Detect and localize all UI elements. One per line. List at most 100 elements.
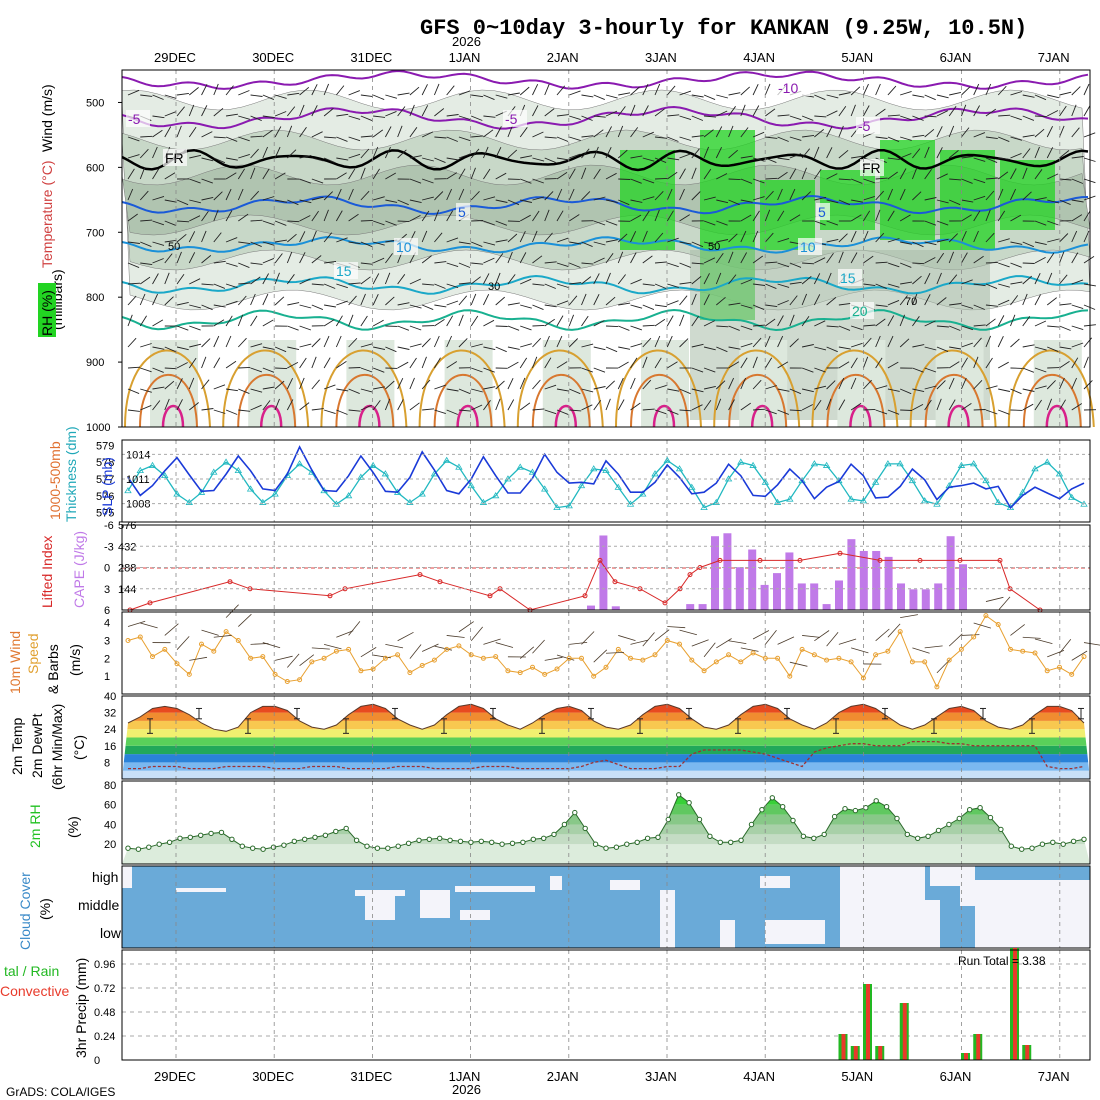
rh2m-point	[530, 836, 536, 842]
thickness-point	[896, 460, 904, 467]
thickness-point	[737, 458, 745, 465]
wind-barb	[765, 283, 777, 290]
temp-tick-label: 8	[104, 757, 110, 769]
lifted-index-point	[957, 557, 963, 563]
wind-barb	[703, 196, 716, 201]
wind-barb	[446, 114, 459, 117]
rh2m-point	[1008, 843, 1014, 849]
wind-barb	[262, 241, 275, 246]
wind-barb	[875, 261, 888, 264]
wind-barb	[1010, 91, 1023, 96]
wind-barb	[642, 356, 648, 369]
wind-speed-point	[248, 655, 254, 661]
wind-barb	[998, 136, 1010, 143]
thickness-point	[246, 485, 255, 492]
wind-barb	[495, 272, 501, 285]
wind-barb	[311, 255, 322, 264]
wind-barb	[838, 302, 851, 306]
wind-barb	[483, 220, 495, 226]
wind-barb	[409, 215, 421, 222]
bottom-date-label: 7JAN	[1038, 1069, 1070, 1084]
lifted-index-tick-label: 3	[104, 584, 110, 596]
wind-barb	[127, 136, 140, 142]
wind-speed-point	[517, 670, 523, 676]
wind-barb	[397, 302, 410, 306]
wind-barb	[287, 149, 297, 159]
wind-barb	[421, 255, 432, 264]
wind-barb	[237, 314, 244, 327]
wind-speed-point	[125, 638, 131, 643]
precip-convective-bar	[1025, 1045, 1030, 1060]
wind-barb	[617, 399, 625, 411]
isotherm-20	[121, 308, 1089, 332]
thickness-point	[957, 461, 966, 468]
wind-barb	[556, 172, 568, 180]
wind-speed-point	[1057, 664, 1062, 670]
wind-barb	[1059, 125, 1065, 138]
wind-barb	[152, 195, 165, 201]
wind-barb	[519, 214, 531, 222]
wind-barb	[998, 283, 1010, 288]
rh2m-point	[198, 832, 204, 838]
wind-barb	[127, 366, 141, 369]
thickness-point	[467, 481, 475, 489]
wind-barb	[287, 325, 299, 331]
pressure-tick-label: 600	[86, 162, 104, 174]
wind-barb	[642, 337, 652, 348]
wind-barb	[654, 304, 667, 308]
wind-barb	[998, 238, 1010, 243]
wind-barb	[740, 252, 747, 264]
wind-barb	[715, 272, 722, 285]
wind-barb	[593, 196, 606, 201]
wind-barb-10m	[176, 636, 190, 650]
wind-barb	[556, 283, 569, 288]
rh-color-band	[122, 824, 1090, 835]
wind-barb	[213, 83, 219, 96]
wind-barb	[569, 153, 581, 159]
wind-speed-point	[382, 655, 388, 661]
wind-barb	[593, 146, 599, 159]
wind-barb	[961, 357, 968, 369]
wind-barb	[225, 335, 232, 348]
wind-tick-label: 3	[104, 636, 110, 648]
wind-barb	[936, 238, 949, 243]
wind-barb	[568, 338, 579, 348]
wind-barb	[189, 154, 202, 159]
cloud-clear-patch	[920, 900, 940, 948]
wind-barb	[617, 149, 628, 159]
cape-bar	[611, 606, 620, 610]
wind-barb	[446, 210, 454, 222]
cloud-clear-patch	[975, 880, 1090, 948]
wind-barb	[863, 255, 874, 264]
lifted-index-point	[417, 572, 423, 578]
wind-barb	[238, 262, 250, 269]
wind-barb	[863, 178, 875, 184]
wind-barb	[642, 196, 655, 201]
wind-barb	[753, 283, 766, 286]
wind-barb	[1034, 128, 1045, 138]
wind-barb	[924, 197, 937, 201]
wind-barb	[912, 316, 920, 327]
wind-barb	[544, 335, 550, 348]
wind-barb	[728, 274, 737, 285]
thickness-point	[553, 503, 561, 510]
wind-barb	[679, 214, 690, 222]
wind-speed-point	[150, 654, 155, 660]
wind-barb	[863, 337, 872, 348]
wind-barb	[483, 367, 495, 373]
wind-axis-title: Wind (m/s)	[39, 84, 55, 152]
wind-barb	[262, 257, 275, 264]
wind-barb	[532, 230, 538, 243]
rh-color-band	[122, 844, 1090, 864]
wind-barb	[274, 272, 280, 285]
isotherm-label: FR	[165, 150, 184, 166]
wind-barb	[544, 384, 557, 390]
wind-barb	[1047, 220, 1059, 226]
wind-barb	[740, 230, 747, 243]
precip-convective-bar	[1013, 948, 1017, 1060]
wind-barb	[237, 168, 245, 180]
thickness-point	[185, 498, 193, 505]
wind-speed-point	[223, 629, 229, 635]
